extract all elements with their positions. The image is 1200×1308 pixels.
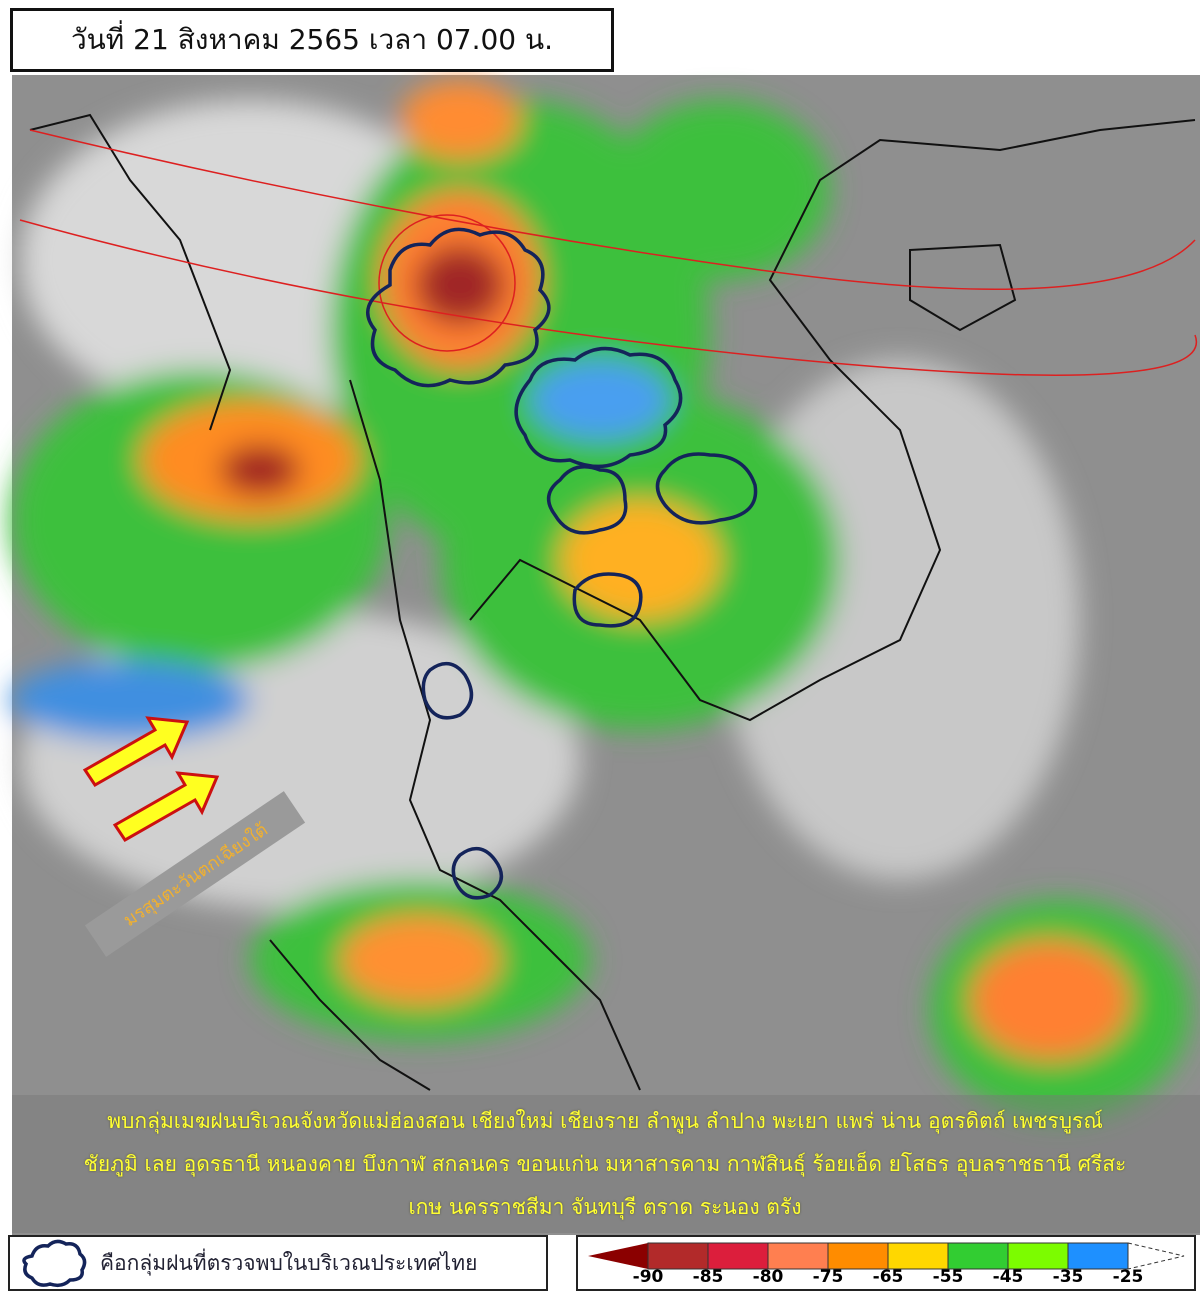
monsoon-arrows (82, 716, 220, 842)
temperature-scale: -90 -85 -80 -75 -65 -55 -45 -35 -25 (576, 1235, 1196, 1291)
date-time-title: วันที่ 21 สิงหาคม 2565 เวลา 07.00 น. (10, 8, 614, 72)
cloud-key-legend: คือกลุ่มฝนที่ตรวจพบในบริเวณประเทศไทย (8, 1235, 548, 1291)
scale-tick-label: -85 (692, 1267, 724, 1287)
scale-tick-label: -25 (1112, 1267, 1144, 1287)
scale-tick-label: -80 (752, 1267, 784, 1287)
coastlines (29, 113, 1196, 1091)
scale-segment (767, 1242, 829, 1270)
rain-cluster-outlines (366, 227, 758, 900)
scale-segment (647, 1242, 709, 1270)
scale-tick-label: -55 (932, 1267, 964, 1287)
scale-tick-label: -75 (812, 1267, 844, 1287)
scale-segment (1067, 1242, 1129, 1270)
scale-segment (887, 1242, 949, 1270)
info-line: เกษ นครราชสีมา จันทบุรี ตราด ระนอง ตรัง (408, 1195, 802, 1219)
scale-tick-label: -90 (632, 1267, 664, 1287)
scale-segment-open (1127, 1242, 1185, 1270)
scale-segment (1007, 1242, 1069, 1270)
scale-tick-label: -65 (872, 1267, 904, 1287)
info-line: ชัยภูมิ เลย อุดรธานี หนองคาย บึงกาฬ สกลน… (83, 1152, 1127, 1176)
info-line: พบกลุ่มเมฆฝนบริเวณจังหวัดแม่ฮ่องสอน เชีย… (107, 1109, 1103, 1133)
scale-segment (947, 1242, 1009, 1270)
cloud-key-label: คือกลุ่มฝนที่ตรวจพบในบริเวณประเทศไทย (100, 1250, 478, 1275)
color-scale-bar (588, 1242, 1185, 1270)
trajectory-lines (19, 129, 1198, 376)
rain-provinces-text: พบกลุ่มเมฆฝนบริเวณจังหวัดแม่ฮ่องสอน เชีย… (20, 1100, 1190, 1229)
info-band (12, 1095, 1200, 1233)
cloud-outline-icon (22, 1239, 87, 1288)
scale-tick-label: -45 (992, 1267, 1024, 1287)
scale-segment (707, 1242, 769, 1270)
scale-segment (588, 1243, 648, 1269)
scale-tick-label: -35 (1052, 1267, 1084, 1287)
scale-segment (827, 1242, 889, 1270)
